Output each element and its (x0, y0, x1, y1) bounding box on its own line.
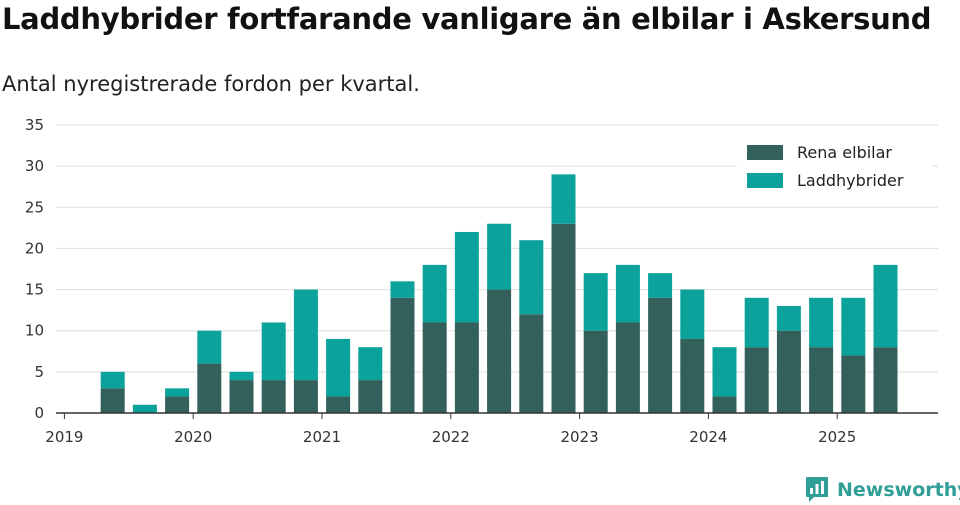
bar-elbilar (615, 322, 640, 413)
y-tick-label: 30 (25, 157, 44, 175)
bar-elbilar (873, 347, 898, 413)
bar-elbilar (744, 347, 769, 413)
y-tick-label: 25 (25, 198, 44, 216)
x-tick-label: 2019 (45, 428, 83, 446)
x-tick-label: 2024 (689, 428, 727, 446)
bar-elbilar (680, 338, 705, 413)
chart-subtitle: Antal nyregistrerade fordon per kvartal. (2, 72, 420, 96)
bar-laddhybrider (454, 231, 479, 323)
x-tick-label: 2023 (561, 428, 599, 446)
bar-elbilar (229, 380, 254, 413)
bar-elbilar (809, 347, 834, 413)
bar-elbilar (776, 330, 801, 413)
bar-laddhybrider (551, 174, 576, 224)
bar-laddhybrider (744, 297, 769, 348)
bar-elbilar (712, 396, 737, 413)
bar-elbilar (100, 388, 125, 413)
x-tick-label: 2025 (818, 428, 856, 446)
y-axis-ticks: 0 5 10 15 20 25 30 35 (25, 116, 44, 422)
bar-laddhybrider (165, 388, 190, 397)
bar-laddhybrider (487, 223, 512, 290)
y-tick-label: 0 (34, 404, 44, 422)
bar-laddhybrider (841, 297, 866, 356)
bar-laddhybrider (615, 264, 640, 323)
y-tick-label: 10 (25, 322, 44, 340)
legend-swatch-elbilar (747, 145, 783, 160)
bar-laddhybrider (776, 306, 801, 331)
bar-laddhybrider (132, 404, 157, 413)
bar-elbilar (454, 322, 479, 413)
bar-laddhybrider (358, 347, 383, 381)
bar-laddhybrider (229, 371, 254, 381)
bar-laddhybrider (261, 322, 286, 381)
bar-laddhybrider (809, 297, 834, 348)
bar-laddhybrider (390, 281, 415, 298)
bar-elbilar (583, 330, 608, 413)
bar-elbilar (487, 289, 512, 413)
bar-elbilar (165, 396, 190, 413)
bar-elbilar (551, 223, 576, 413)
bar-laddhybrider (583, 273, 608, 331)
bar-elbilar (197, 363, 222, 413)
bar-laddhybrider (293, 289, 318, 381)
x-tick-label: 2021 (303, 428, 341, 446)
bar-laddhybrider (648, 273, 673, 298)
bars (100, 174, 898, 413)
bar-laddhybrider (712, 347, 737, 397)
y-tick-label: 20 (25, 239, 44, 257)
legend-swatch-laddhybrider (747, 173, 783, 188)
bar-laddhybrider (873, 264, 898, 348)
bar-laddhybrider (326, 338, 351, 397)
bar-elbilar (648, 297, 673, 413)
bar-elbilar (841, 355, 866, 413)
bar-laddhybrider (197, 330, 222, 364)
bar-elbilar (293, 380, 318, 413)
newsworthy-logo-icon (806, 477, 828, 502)
legend-label-elbilar: Rena elbilar (797, 143, 892, 162)
y-tick-label: 5 (34, 363, 44, 381)
bar-laddhybrider (680, 289, 705, 339)
bar-laddhybrider (422, 264, 447, 323)
bar-laddhybrider (100, 371, 125, 389)
legend: Rena elbilar Laddhybrider (737, 140, 933, 198)
bar-elbilar (358, 380, 383, 413)
chart-title: Laddhybrider fortfarande vanligare än el… (2, 2, 932, 36)
x-tick-label: 2020 (174, 428, 212, 446)
bar-laddhybrider (519, 240, 544, 315)
bar-elbilar (261, 380, 286, 413)
bar-elbilar (422, 322, 447, 413)
x-axis-ticks: 2019 2020 2021 2022 2023 2024 2025 (45, 413, 856, 446)
bar-elbilar (519, 314, 544, 413)
y-tick-label: 15 (25, 281, 44, 299)
brand-name: Newsworthy (837, 478, 960, 501)
bar-elbilar (326, 396, 351, 413)
legend-label-laddhybrider: Laddhybrider (797, 171, 904, 190)
newsworthy-brand[interactable]: Newsworthy (805, 476, 960, 503)
x-tick-label: 2022 (432, 428, 470, 446)
y-tick-label: 35 (25, 116, 44, 134)
bar-elbilar (390, 297, 415, 413)
